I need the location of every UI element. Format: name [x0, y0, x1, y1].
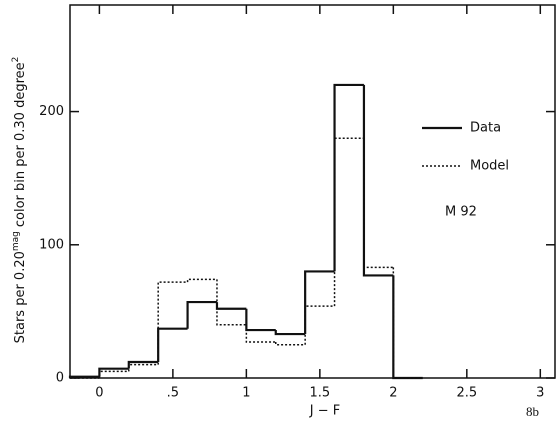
histogram-step: [274, 330, 306, 336]
y-label-sup: mag: [11, 231, 21, 251]
histogram-step: [216, 279, 247, 326]
histogram-step: [157, 281, 188, 365]
histogram-step: [275, 342, 306, 346]
histogram-step: [333, 83, 364, 272]
y-axis-label: Stars per 0.20mag color bin per 0.30 degr…: [11, 57, 28, 344]
histogram-step: [157, 327, 188, 363]
y-tick-label: 100: [39, 237, 64, 252]
histogram-step: [392, 267, 423, 379]
plot-frame: [69, 4, 556, 379]
histogram-step: [186, 278, 217, 283]
x-tick-label: 2.5: [456, 386, 477, 401]
histogram-step: [362, 84, 394, 277]
legend-label: Data: [470, 121, 501, 136]
y-label-part: color bin per 0.30 degree: [13, 62, 28, 227]
histogram-step: [304, 270, 335, 335]
histogram-step: [215, 302, 247, 310]
x-tick-label: 1.5: [310, 386, 331, 401]
histogram-step: [245, 308, 276, 332]
histogram-step: [245, 324, 276, 343]
x-tick-label: 2: [389, 386, 397, 401]
histogram-step: [98, 370, 129, 378]
figure-label: 8b: [526, 404, 539, 419]
histogram-step: [363, 138, 394, 269]
annotation: M 92: [445, 205, 477, 220]
x-tick-label: 1: [242, 386, 250, 401]
x-tick-label: 0: [95, 386, 103, 401]
x-tick-label: .5: [167, 386, 179, 401]
histogram-step: [392, 275, 423, 380]
histogram-step: [186, 300, 217, 329]
y-tick-label: 200: [39, 104, 64, 119]
x-axis-label: J − F: [309, 404, 340, 419]
histogram-step: [128, 363, 159, 372]
histogram-step: [304, 305, 335, 345]
y-label-sup: 2: [11, 57, 21, 63]
y-tick-label: 0: [56, 371, 64, 386]
y-label-part: Stars per 0.20: [13, 251, 28, 343]
histogram-step: [333, 137, 364, 307]
legend-label: Model: [470, 159, 509, 174]
histogram-step: [98, 367, 129, 377]
x-tick-label: 3: [536, 386, 544, 401]
